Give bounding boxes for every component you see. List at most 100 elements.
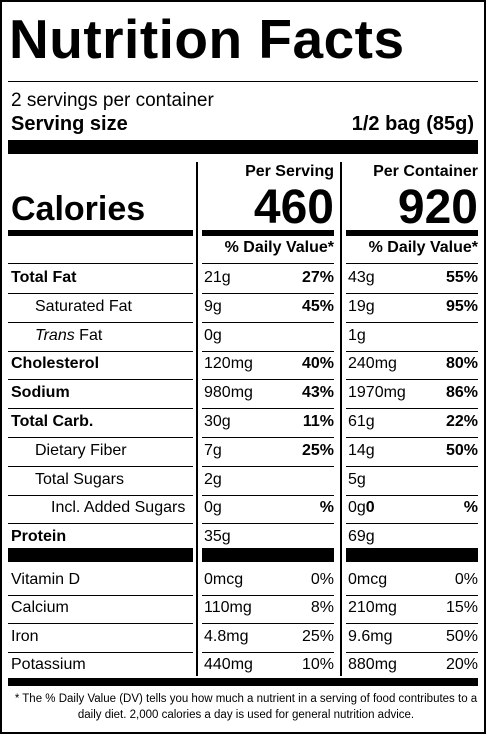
- row-divider: [346, 350, 478, 352]
- per-container-amount: 0g0: [348, 499, 375, 517]
- divider: [8, 81, 478, 82]
- row-divider: [346, 623, 478, 625]
- row-divider: [202, 408, 334, 410]
- row-divider: [346, 293, 478, 294]
- row-divider: [202, 523, 334, 525]
- row-divider: [8, 548, 193, 562]
- amount-text: 14g: [348, 441, 375, 459]
- amount-text: 43g: [348, 269, 375, 286]
- per-serving-amount: 21g: [204, 269, 231, 286]
- per-container-dv: 50%: [445, 627, 478, 645]
- per-serving-amount: 0g: [204, 326, 222, 344]
- thick-divider: [8, 140, 478, 154]
- per-container-dv: %: [463, 499, 478, 517]
- row-divider: [8, 651, 193, 653]
- per-container-amount: 240mg: [348, 355, 397, 373]
- amount-text: 69g: [348, 528, 375, 546]
- per-container-dv-heading: % Daily Value*: [368, 239, 478, 256]
- per-container-amount: 880mg: [348, 655, 397, 673]
- column-divider: [340, 162, 342, 676]
- per-serving-dv-heading: % Daily Value*: [224, 239, 334, 256]
- nutrient-name: Cholesterol: [11, 355, 100, 373]
- bottom-thick-divider: [8, 678, 478, 686]
- row-divider: [8, 293, 193, 294]
- row-divider: [202, 263, 334, 264]
- nutrient-name: Sodium: [11, 384, 70, 402]
- per-serving-heading: Per Serving: [245, 163, 334, 180]
- calories-label: Calories: [11, 190, 146, 228]
- row-divider: [8, 623, 193, 625]
- row-divider: [346, 595, 478, 596]
- per-container-amount: 1970mg: [348, 384, 406, 402]
- nutrient-name: Total Carb.: [11, 413, 94, 430]
- serving-size-label: Serving size: [11, 113, 128, 135]
- fat-label: Fat: [74, 326, 103, 344]
- per-container-amount: 61g: [348, 413, 375, 431]
- per-serving-dv: 8%: [310, 599, 334, 617]
- per-serving-dv: 25%: [301, 627, 334, 645]
- per-container-dv: 20%: [445, 655, 478, 673]
- amount-text: 240mg: [348, 355, 397, 373]
- per-serving-amount: 440mg: [204, 655, 253, 673]
- per-container-amount: 9.6mg: [348, 627, 393, 645]
- row-divider: [8, 523, 193, 525]
- footnote: * The % Daily Value (DV) tells you how m…: [14, 693, 478, 722]
- row-divider: [346, 321, 478, 323]
- calories-rule: [202, 230, 334, 236]
- per-container-dv: 50%: [445, 441, 478, 459]
- per-serving-dv: 40%: [301, 355, 334, 373]
- row-divider: [202, 623, 334, 625]
- per-serving-dv: 10%: [301, 655, 334, 673]
- per-container-dv: 86%: [445, 384, 478, 402]
- per-container-amount: 210mg: [348, 599, 397, 617]
- row-divider: [8, 437, 193, 438]
- vitamin-name: Potassium: [11, 655, 86, 673]
- per-serving-amount: 0g: [204, 499, 222, 517]
- row-divider: [202, 595, 334, 596]
- row-divider: [8, 465, 193, 467]
- per-container-dv: 55%: [445, 269, 478, 286]
- nutrient-name: Total Sugars: [35, 470, 124, 488]
- per-container-calories: 920: [397, 181, 478, 234]
- row-divider: [346, 465, 478, 467]
- per-container-dv: 80%: [445, 355, 478, 373]
- row-divider: [8, 379, 193, 381]
- per-serving-amount: 30g: [204, 413, 231, 430]
- calories-rule: [346, 230, 478, 236]
- per-container-dv: 15%: [445, 599, 478, 617]
- row-divider: [202, 548, 334, 562]
- row-divider: [346, 548, 478, 562]
- row-divider: [346, 437, 478, 438]
- row-divider: [8, 321, 193, 323]
- row-divider: [202, 651, 334, 653]
- trans-label: Trans: [35, 326, 75, 344]
- per-container-amount: 43g: [348, 269, 375, 287]
- servings-per-container: 2 servings per container: [11, 90, 214, 111]
- amount-text: 19g: [348, 297, 375, 315]
- row-divider: [346, 408, 478, 410]
- row-divider: [202, 379, 334, 381]
- per-serving-amount: 980mg: [204, 384, 253, 402]
- nutrient-name: Dietary Fiber: [35, 441, 127, 459]
- amount-text: 0g: [348, 499, 366, 517]
- row-divider: [8, 595, 193, 596]
- vitamin-name: Iron: [11, 627, 39, 645]
- row-divider: [346, 379, 478, 381]
- per-serving-amount: 2g: [204, 470, 222, 488]
- per-serving-dv: 43%: [301, 384, 334, 402]
- per-container-amount: 5g: [348, 471, 366, 489]
- per-container-amount: 69g: [348, 528, 375, 546]
- per-serving-amount: 120mg: [204, 355, 253, 373]
- per-container-amount: 14g: [348, 442, 375, 460]
- per-container-dv: 22%: [445, 413, 478, 430]
- amount-text: 1g: [348, 326, 366, 344]
- row-divider: [346, 263, 478, 264]
- row-divider: [8, 494, 193, 496]
- nutrient-name: Saturated Fat: [35, 297, 132, 315]
- per-serving-amount: 7g: [204, 441, 222, 459]
- row-divider: [8, 263, 193, 264]
- label-title: Nutrition Facts: [9, 8, 405, 70]
- per-serving-dv: 0%: [310, 571, 334, 588]
- row-divider: [202, 437, 334, 438]
- per-serving-dv: 11%: [302, 413, 334, 430]
